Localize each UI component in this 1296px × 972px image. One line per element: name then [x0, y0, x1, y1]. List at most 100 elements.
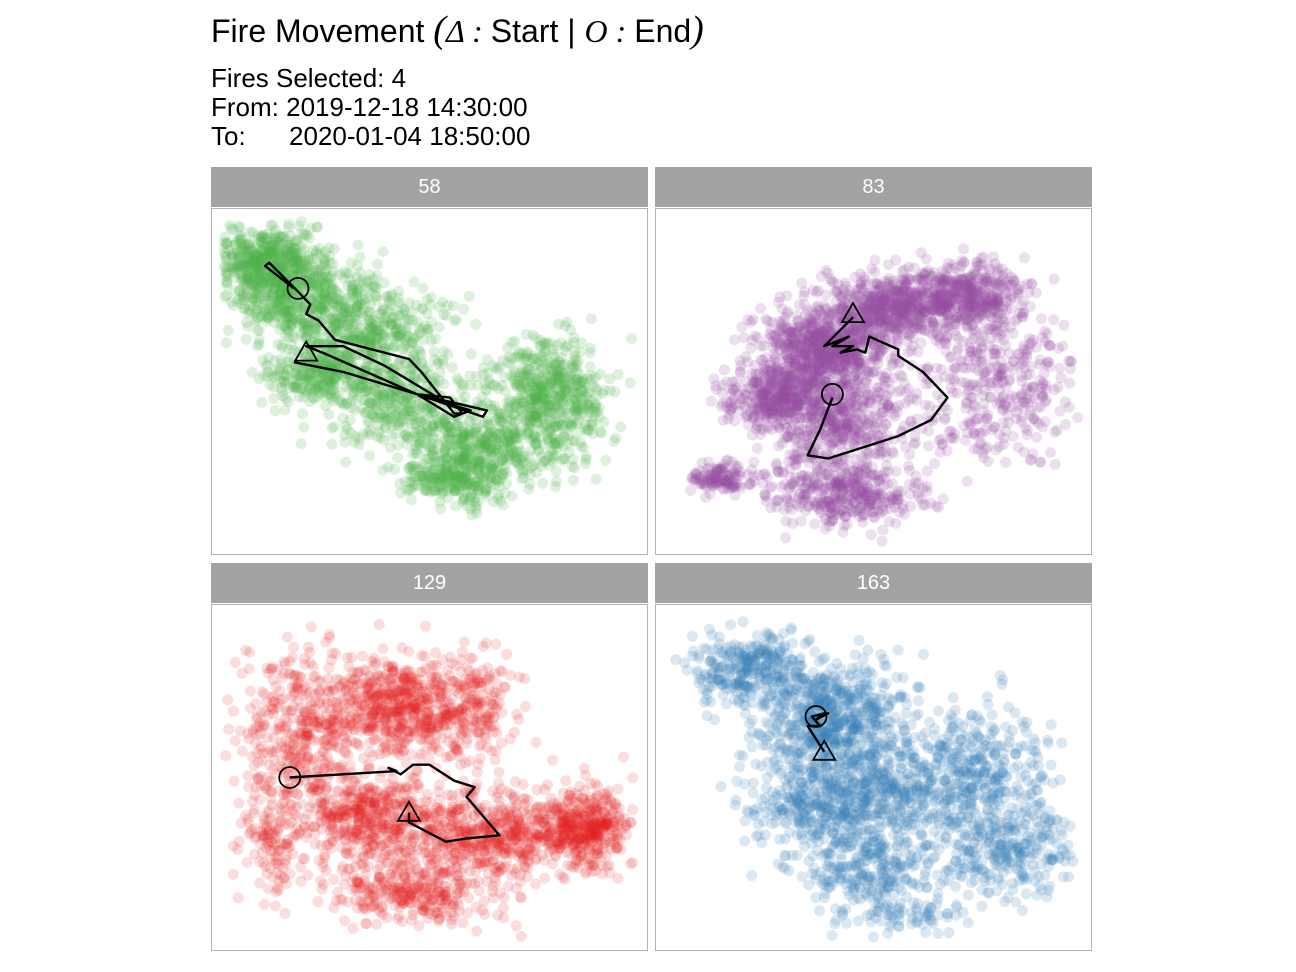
fire-point: [272, 255, 284, 267]
fire-point: [371, 403, 382, 415]
fire-point: [364, 306, 376, 318]
fire-point: [318, 288, 330, 300]
fire-point: [256, 244, 268, 256]
fire-point: [426, 447, 438, 459]
fire-point: [331, 369, 343, 381]
fire-point: [364, 397, 376, 409]
fire-point: [281, 297, 293, 309]
fire-point: [263, 312, 274, 324]
fire-point: [229, 239, 241, 251]
fire-point: [440, 412, 452, 424]
fire-point: [381, 414, 393, 425]
fire-point: [345, 257, 357, 269]
fire-point: [318, 385, 330, 397]
fire-point: [241, 317, 253, 328]
fire-point: [309, 324, 321, 336]
fire-point: [362, 426, 374, 438]
facet-panel-83: 83: [655, 167, 1092, 555]
fire-point: [368, 324, 380, 336]
fire-point: [393, 406, 405, 418]
fire-point: [550, 481, 561, 492]
fire-point: [257, 238, 269, 250]
fire-point: [298, 259, 310, 271]
fire-point: [256, 281, 268, 292]
fire-point: [327, 395, 339, 407]
fire-point: [378, 331, 390, 343]
fire-point: [374, 389, 386, 401]
fire-point: [254, 265, 265, 276]
fire-point: [260, 241, 272, 252]
fire-point: [326, 270, 338, 282]
fire-point: [410, 418, 422, 430]
fire-point: [389, 331, 401, 343]
fire-point: [373, 308, 385, 320]
fire-point: [301, 331, 313, 343]
fire-point: [287, 304, 299, 316]
fire-point: [355, 322, 367, 334]
fire-point: [319, 330, 331, 342]
fire-point: [276, 244, 287, 256]
fire-point: [443, 421, 455, 433]
fire-point: [366, 329, 378, 341]
fire-point: [378, 316, 390, 328]
fire-point: [351, 301, 363, 313]
fire-point: [271, 311, 283, 323]
fire-point: [315, 302, 327, 314]
fire-point: [342, 319, 354, 331]
fire-point: [356, 332, 367, 344]
fire-point: [541, 337, 553, 349]
fire-point: [239, 240, 250, 252]
fire-point: [242, 246, 254, 258]
fire-point: [327, 339, 339, 351]
fire-point: [273, 295, 285, 307]
fire-point: [301, 230, 313, 242]
fire-point: [486, 445, 498, 457]
fire-point: [227, 250, 239, 262]
fire-point: [241, 257, 253, 269]
fire-point: [252, 250, 264, 262]
fire-point: [272, 268, 284, 280]
fire-point: [321, 271, 333, 283]
fire-point: [313, 298, 325, 310]
fire-point: [401, 405, 413, 417]
fire-point: [218, 236, 230, 248]
fire-point: [306, 275, 318, 287]
fire-point: [311, 283, 323, 295]
title-close-paren: ): [691, 9, 704, 51]
fire-point: [311, 306, 323, 318]
fire-point: [340, 456, 352, 468]
fire-point: [282, 312, 294, 324]
fire-point: [250, 257, 262, 269]
fire-point: [270, 239, 282, 251]
fire-point: [769, 353, 781, 365]
fire-point: [379, 421, 391, 433]
fire-point: [263, 248, 275, 260]
fire-point: [438, 417, 450, 429]
fire-point: [231, 236, 242, 248]
fire-point: [438, 346, 450, 358]
fire-point: [328, 315, 340, 327]
fire-point: [465, 348, 477, 360]
fire-point: [257, 247, 269, 259]
fire-point: [409, 400, 421, 411]
fire-point: [284, 310, 296, 322]
fire-point: [229, 266, 241, 278]
fire-point: [326, 295, 338, 307]
fire-point: [913, 302, 925, 314]
fire-point: [319, 290, 331, 301]
fire-point: [251, 288, 262, 300]
fire-point: [341, 319, 353, 331]
fire-point: [456, 475, 467, 487]
fire-point: [441, 421, 453, 432]
plot-area-58: [211, 208, 648, 555]
fire-point: [393, 285, 405, 297]
fire-point: [251, 314, 263, 326]
fire-point: [389, 326, 401, 337]
fire-point: [427, 444, 439, 456]
fire-point: [315, 287, 326, 299]
fire-point: [378, 320, 390, 332]
fire-point: [408, 426, 420, 438]
fire-point: [251, 240, 262, 252]
title-prefix: Fire Movement: [211, 13, 434, 49]
fire-point: [408, 370, 420, 382]
